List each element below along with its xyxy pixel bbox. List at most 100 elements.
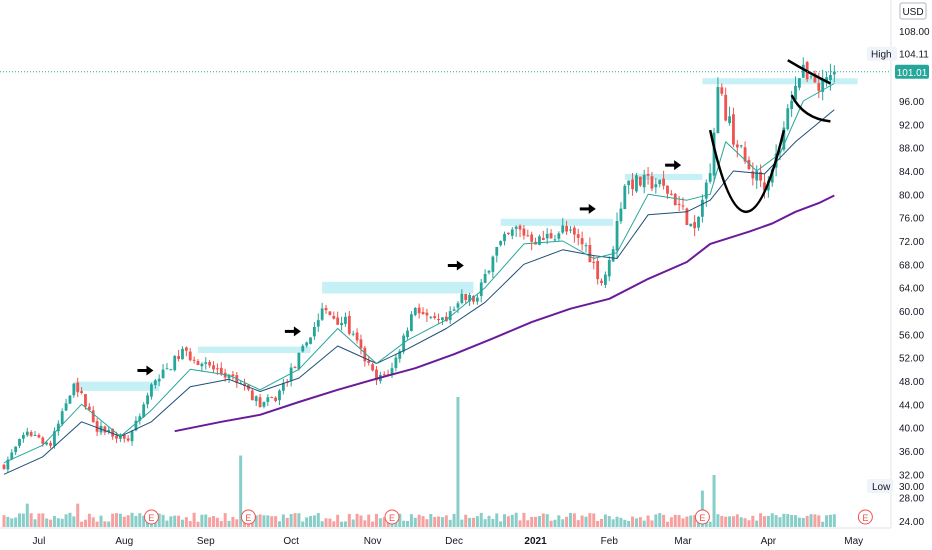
candle-body xyxy=(666,185,669,194)
candle-body xyxy=(413,307,417,315)
volume-bar xyxy=(161,514,165,527)
volume-bar xyxy=(561,519,565,527)
candle-body xyxy=(22,434,25,439)
price-tick-label: 92.00 xyxy=(899,120,924,131)
volume-bar xyxy=(805,515,809,527)
candle-body xyxy=(631,179,634,190)
candle-body xyxy=(518,225,522,230)
volume-bar xyxy=(468,517,472,527)
volume-bar xyxy=(716,514,720,527)
earnings-marker-label: E xyxy=(245,513,251,523)
candle-body xyxy=(475,297,479,302)
volume-bar xyxy=(592,513,596,527)
candle-body xyxy=(390,368,394,375)
volume-bar xyxy=(421,516,425,527)
volume-bar xyxy=(165,520,169,527)
volume-bar xyxy=(669,517,673,527)
volume-bar xyxy=(204,514,208,527)
candle-body xyxy=(732,114,735,145)
volume-bar xyxy=(142,515,146,527)
price-axis[interactable]: 108.00 96.00 92.00 88.00 84.00 80.00 76.00 72.0… xyxy=(899,27,930,528)
volume-bar xyxy=(188,521,192,527)
volume-bar xyxy=(173,515,177,527)
volume-bar xyxy=(355,513,359,527)
candle-body xyxy=(126,438,130,441)
candle-body xyxy=(553,239,557,241)
candle-body xyxy=(782,127,786,150)
candle-body xyxy=(425,312,429,316)
base-zone-4 xyxy=(500,218,614,226)
time-axis[interactable]: Jul Aug Sep Oct Nov Dec 2021 Feb Mar Apr May xyxy=(33,536,864,547)
volume-bar xyxy=(448,519,452,527)
currency-badge[interactable]: USD xyxy=(899,2,927,20)
candle-body xyxy=(724,94,728,121)
candle-body xyxy=(64,403,68,411)
candle-body xyxy=(798,78,801,88)
candle-body xyxy=(584,245,588,247)
volume-bar xyxy=(177,515,181,527)
candle-body xyxy=(829,74,832,81)
arrow-head-5 xyxy=(674,160,682,171)
candle-body xyxy=(809,76,813,78)
volume-bar xyxy=(506,516,510,527)
volume-bar xyxy=(371,521,375,527)
candle-body xyxy=(371,364,374,371)
base-zone-2 xyxy=(198,346,311,353)
candle-body xyxy=(662,178,665,186)
candle-body xyxy=(561,225,565,233)
volume-bar xyxy=(537,516,541,527)
arrow-head-3 xyxy=(456,260,464,271)
candle-body xyxy=(150,384,153,397)
volume-bar xyxy=(642,520,646,527)
candle-body xyxy=(701,199,704,217)
candle-body xyxy=(817,83,821,91)
time-tick-label: Oct xyxy=(283,536,299,547)
volume-bar xyxy=(619,517,623,527)
volume-bar xyxy=(623,519,627,527)
volume-bar xyxy=(324,518,328,527)
moving-averages xyxy=(3,83,835,475)
candle-body xyxy=(231,374,235,377)
candle-body xyxy=(208,362,212,366)
annotations xyxy=(137,59,832,376)
candlestick-series xyxy=(2,57,836,473)
volume-bar xyxy=(235,519,239,527)
volume-bar xyxy=(122,516,126,527)
volume-bar xyxy=(10,518,14,527)
volume-bar xyxy=(212,516,216,527)
candle-body xyxy=(281,383,285,391)
candle-body xyxy=(654,184,658,188)
volume-bar xyxy=(747,520,751,527)
volume-bar xyxy=(33,519,37,527)
candle-body xyxy=(778,150,782,153)
candle-body xyxy=(80,391,83,393)
candle-body xyxy=(212,365,215,370)
handle-lower-curve xyxy=(790,94,831,123)
volume-bar xyxy=(429,514,433,527)
candle-body xyxy=(572,227,576,235)
candle-body xyxy=(270,397,274,399)
volume-bar xyxy=(700,490,704,527)
candle-body xyxy=(510,229,514,236)
volume-bar xyxy=(95,521,99,527)
price-tick-label: 84.00 xyxy=(899,167,924,178)
earnings-marker-5 xyxy=(857,509,873,525)
candle-body xyxy=(514,226,518,229)
candle-body xyxy=(522,228,526,236)
candle-body xyxy=(173,355,177,371)
candle-body xyxy=(188,351,192,361)
candle-body xyxy=(689,223,693,227)
candle-body xyxy=(592,262,596,264)
candle-body xyxy=(456,303,460,308)
candle-body xyxy=(316,320,320,327)
candle-body xyxy=(394,357,398,368)
volume-bar xyxy=(584,516,588,527)
last-price-tag: 101.01 xyxy=(895,64,929,79)
candle-body xyxy=(165,368,169,370)
candle-body xyxy=(786,108,790,130)
volume-bar xyxy=(223,513,227,527)
volume-bar xyxy=(309,516,313,527)
volume-bar xyxy=(813,514,817,527)
candle-body xyxy=(611,249,615,262)
